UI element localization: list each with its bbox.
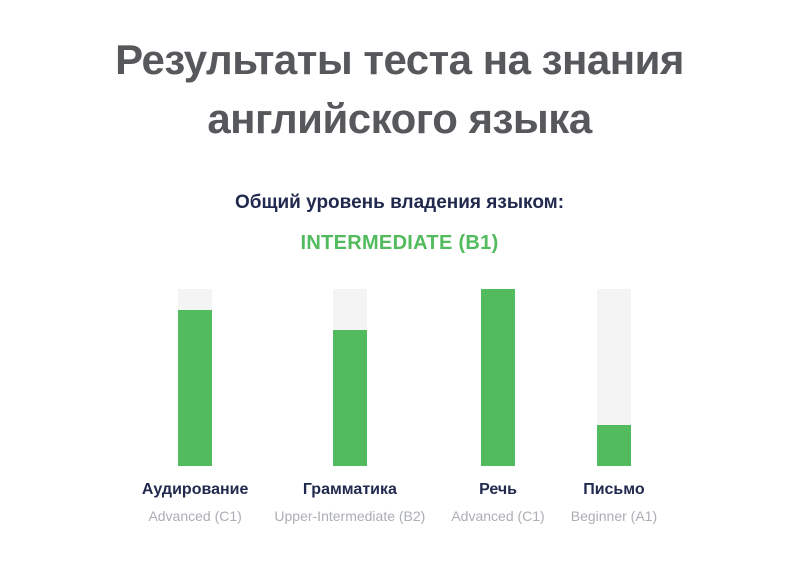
page-title-line-2: английского языка xyxy=(207,95,592,142)
skill-bar-fill xyxy=(596,425,631,466)
skill-name-label: Аудирование xyxy=(141,481,249,498)
skill-bar-track xyxy=(332,289,367,466)
skill-name-label: Грамматика xyxy=(302,481,397,498)
skill-bar-fill xyxy=(481,289,516,466)
skills-bar-chart: Аудирование Advanced (C1) Грамматика Upp… xyxy=(0,289,799,524)
skill-name-label: Письмо xyxy=(583,481,645,498)
skill-bar-fill xyxy=(332,329,367,466)
skill-bar-track xyxy=(178,289,213,466)
skill-name-label: Речь xyxy=(479,481,517,498)
skill-bar-track xyxy=(596,289,631,466)
skill-column: Грамматика Upper-Intermediate (B2) xyxy=(274,289,425,524)
skill-level-label: Advanced (C1) xyxy=(148,508,242,524)
overall-level-caption: Общий уровень владения языком: xyxy=(234,192,565,213)
skill-column: Аудирование Advanced (C1) xyxy=(141,289,249,524)
skill-bar-fill xyxy=(178,310,213,466)
skill-bar-track xyxy=(481,289,516,466)
skill-level-label: Upper-Intermediate (B2) xyxy=(274,508,426,524)
page-title: Результаты теста на знания английского я… xyxy=(0,30,799,148)
overall-level-value: INTERMEDIATE (B1) xyxy=(300,232,499,254)
skill-level-label: Beginner (A1) xyxy=(570,508,658,524)
page-title-line-1: Результаты теста на знания xyxy=(115,36,684,83)
skill-level-label: Advanced (C1) xyxy=(451,508,545,524)
skill-column: Письмо Beginner (A1) xyxy=(571,289,657,524)
skill-column: Речь Advanced (C1) xyxy=(451,289,545,524)
